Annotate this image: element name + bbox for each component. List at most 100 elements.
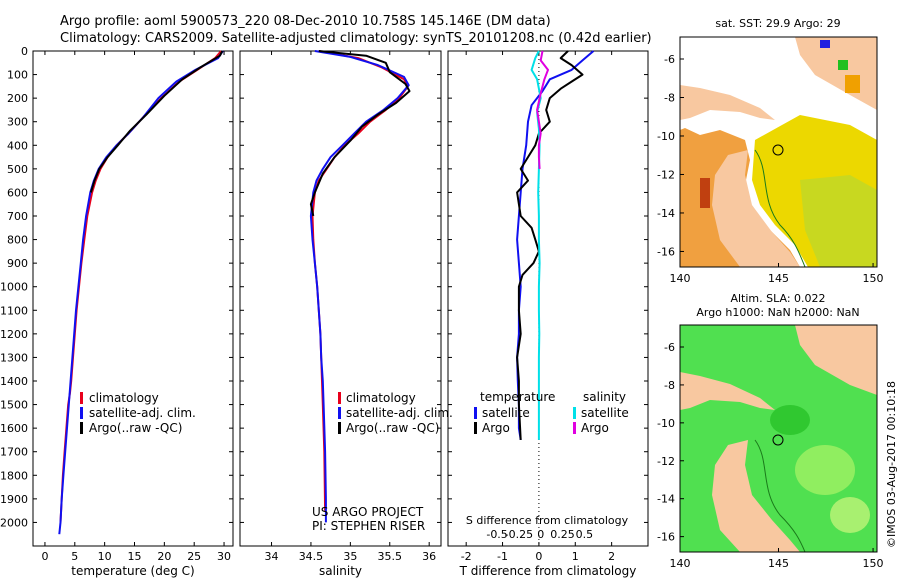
map-sst-ticks: 140 145 150 -6 -8 -10 -12 -14 -16 bbox=[657, 53, 884, 285]
legend-swatch-argo bbox=[338, 422, 341, 434]
legend-swatch-t-argo bbox=[474, 422, 477, 434]
y-tick-label: 1700 bbox=[0, 446, 28, 459]
map-sla-light-patch bbox=[795, 445, 855, 495]
map-y-tick-label: -16 bbox=[657, 245, 675, 258]
map-x-tick-label: 145 bbox=[768, 272, 789, 285]
panel-3: -2 -1 0 1 2-0.5-0.25 0 0.25 0.5S difference fro… bbox=[447, 50, 649, 578]
legend-swatch-climatology bbox=[80, 392, 83, 404]
x-tick-label: 20 bbox=[157, 550, 171, 563]
y-tick-label: 1300 bbox=[0, 351, 28, 364]
map-x-tick-label: 150 bbox=[863, 557, 884, 570]
x-tick-label: 1 bbox=[572, 550, 579, 563]
series-salinity-satellite bbox=[530, 50, 542, 440]
panel-frame bbox=[239, 50, 442, 547]
map-y-tick-label: -16 bbox=[657, 531, 675, 544]
map-sst-land-gulf bbox=[680, 85, 775, 120]
legend-swatch-t-satellite bbox=[474, 407, 477, 419]
map-y-tick-label: -6 bbox=[664, 341, 675, 354]
x-axis-label: T difference from climatology bbox=[459, 564, 637, 578]
y-tick-label: 800 bbox=[7, 234, 28, 247]
credit-line-1: US ARGO PROJECT bbox=[312, 505, 424, 519]
y-tick-label: 1800 bbox=[0, 469, 28, 482]
series-argo-raw-qc- bbox=[309, 50, 411, 217]
x-tick-label: 35 bbox=[343, 550, 357, 563]
x-tick-label: 2 bbox=[608, 550, 615, 563]
x-tick-label: 0 bbox=[535, 550, 542, 563]
y-tick-label: 1000 bbox=[0, 281, 28, 294]
header-line-1: Argo profile: aoml 5900573_220 08-Dec-20… bbox=[60, 14, 551, 29]
map-sst-bathy-contour bbox=[754, 149, 806, 267]
legend-label-climatology: climatology bbox=[89, 391, 159, 405]
y-tick-label: 900 bbox=[7, 257, 28, 270]
map-sst-orange-patch bbox=[845, 75, 860, 93]
map-sst-yellowgreen bbox=[800, 175, 877, 267]
s-axis-label: S difference from climatology bbox=[466, 514, 629, 527]
map-sst-land-png bbox=[680, 37, 877, 110]
x-tick-label: 5 bbox=[71, 550, 78, 563]
map-x-tick-label: 140 bbox=[670, 557, 691, 570]
y-tick-label: 1100 bbox=[0, 304, 28, 317]
x-tick-label: 25 bbox=[187, 550, 201, 563]
map-sla-ticks: 140 145 150 -6 -8 -10 -12 -14 -16 bbox=[657, 341, 884, 570]
map-sla-light-patch-2 bbox=[830, 497, 870, 533]
legend-swatch-s-argo bbox=[573, 422, 576, 434]
legend-label-satellite: satellite-adj. clim. bbox=[89, 406, 196, 420]
y-tick-label: 100 bbox=[7, 69, 28, 82]
x-tick-label: 0 bbox=[41, 550, 48, 563]
y-tick-label: 1900 bbox=[0, 493, 28, 506]
map-sst-hot-patch bbox=[700, 178, 710, 208]
map-sla-bathy-contour bbox=[754, 439, 806, 552]
legend-temperature: climatology satellite-adj. clim. Argo(..… bbox=[80, 391, 196, 435]
y-tick-label: 2000 bbox=[0, 516, 28, 529]
legend-swatch-climatology bbox=[338, 392, 341, 404]
s-tick-label: 0 bbox=[537, 528, 544, 541]
y-tick-label: 1200 bbox=[0, 328, 28, 341]
s-tick-label: -0.5 bbox=[486, 528, 507, 541]
imos-stamp: ©IMOS 03-Aug-2017 00:10:18 bbox=[885, 381, 898, 548]
map-sla-subtitle: Argo h1000: NaN h2000: NaN bbox=[696, 306, 859, 319]
y-tick-label: 400 bbox=[7, 139, 28, 152]
legend-difference: temperature satellite Argo salinity sate… bbox=[474, 390, 629, 435]
legend-swatch-satellite bbox=[338, 407, 341, 419]
legend-label-t-argo: Argo bbox=[482, 421, 510, 435]
map-sst-green-patch bbox=[838, 60, 848, 70]
y-tick-label: 1600 bbox=[0, 422, 28, 435]
legend-swatch-satellite bbox=[80, 407, 83, 419]
map-sla-land-gulf bbox=[680, 372, 775, 410]
x-axis-label: temperature (deg C) bbox=[71, 564, 194, 578]
y-tick-label: 0 bbox=[21, 45, 28, 58]
map-y-tick-label: -10 bbox=[657, 130, 675, 143]
map-sst-argo-marker bbox=[772, 144, 784, 156]
x-tick-label: -1 bbox=[497, 550, 508, 563]
s-tick-label: 0.5 bbox=[576, 528, 594, 541]
y-tick-label: 200 bbox=[7, 92, 28, 105]
map-y-tick-label: -10 bbox=[657, 417, 675, 430]
y-tick-label: 600 bbox=[7, 186, 28, 199]
map-sla-argo-marker bbox=[772, 434, 784, 446]
legend-label-satellite: satellite-adj. clim. bbox=[346, 406, 453, 420]
x-tick-label: 15 bbox=[127, 550, 141, 563]
map-y-tick-label: -12 bbox=[657, 455, 675, 468]
series-temperature-argo bbox=[516, 50, 584, 440]
s-tick-label: -0.25 bbox=[505, 528, 533, 541]
x-tick-label: 10 bbox=[98, 550, 112, 563]
map-sla-land-cape-york bbox=[712, 440, 800, 552]
map-x-tick-label: 145 bbox=[768, 557, 789, 570]
legend-label-s-satellite: satellite bbox=[581, 406, 629, 420]
series-argo-raw-qc- bbox=[89, 50, 224, 193]
x-tick-label: 30 bbox=[217, 550, 231, 563]
x-tick-label: 34 bbox=[265, 550, 279, 563]
map-sst-title: sat. SST: 29.9 Argo: 29 bbox=[715, 17, 840, 30]
legend-swatch-argo bbox=[80, 422, 83, 434]
legend-salinity: climatology satellite-adj. clim. Argo(..… bbox=[338, 391, 453, 435]
map-y-tick-label: -8 bbox=[664, 379, 675, 392]
x-tick-label: 35.5 bbox=[378, 550, 403, 563]
map-sst: sat. SST: 29.9 Argo: 29 140 145 150 -6 -8 -10… bbox=[657, 17, 884, 285]
legend-label-t-satellite: satellite bbox=[482, 406, 530, 420]
legend-heading-salinity: salinity bbox=[583, 390, 626, 404]
y-tick-label: 500 bbox=[7, 163, 28, 176]
panel-1: 0100200300400500600700800900100011001200… bbox=[0, 45, 234, 578]
y-tick-label: 1500 bbox=[0, 399, 28, 412]
map-y-tick-label: -14 bbox=[657, 207, 675, 220]
panel-2: 34 34.5 35 35.5 36 salinity bbox=[239, 50, 442, 578]
